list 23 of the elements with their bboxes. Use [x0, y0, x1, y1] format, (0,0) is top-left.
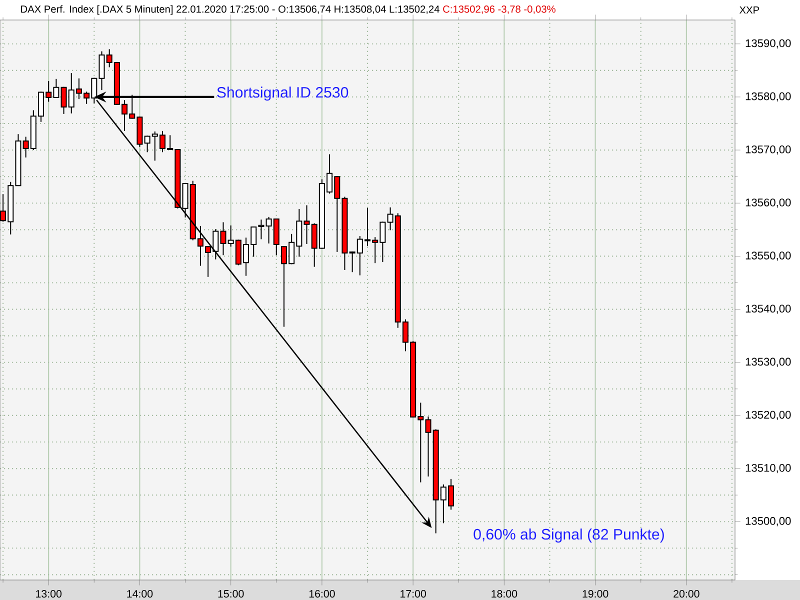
y-tick-label: 13540,00 [746, 304, 791, 314]
x-tick-label: 15:00 [218, 590, 244, 598]
x-tick-label: 18:00 [492, 590, 518, 598]
annotation: Shortsignal ID 2530 [217, 86, 348, 101]
x-tick-label: 13:00 [36, 590, 62, 598]
annotation: 0,60% ab Signal (82 Punkte) [474, 528, 664, 543]
y-tick-label: 13520,00 [746, 410, 791, 420]
text: XXP [740, 6, 760, 14]
x-tick-label: 17:00 [400, 590, 426, 598]
y-tick-label: 13590,00 [746, 39, 791, 48]
y-tick-label: 13560,00 [746, 198, 791, 208]
x-tick-label: 14:00 [127, 590, 153, 598]
x-tick-label: 16:00 [309, 590, 335, 598]
chart-title: DAX Perf. Index [.DAX 5 Minuten] 22.01.2020 17:25:00 - O:13506,74 H:13508,04 L:13502,24 [21, 5, 440, 15]
chart-subtitle: C:13502,96 -3,78 -0,03% [443, 6, 556, 14]
y-tick-label: 13510,00 [746, 464, 791, 474]
y-tick-label: 13570,00 [746, 145, 791, 155]
y-tick-label: 13550,00 [746, 252, 791, 261]
y-tick-label: 13580,00 [746, 92, 791, 102]
x-tick-label: 19:00 [582, 590, 608, 598]
y-tick-label: 13500,00 [746, 517, 791, 526]
x-tick-label: 20:00 [674, 590, 700, 598]
y-tick-label: 13530,00 [746, 358, 791, 367]
